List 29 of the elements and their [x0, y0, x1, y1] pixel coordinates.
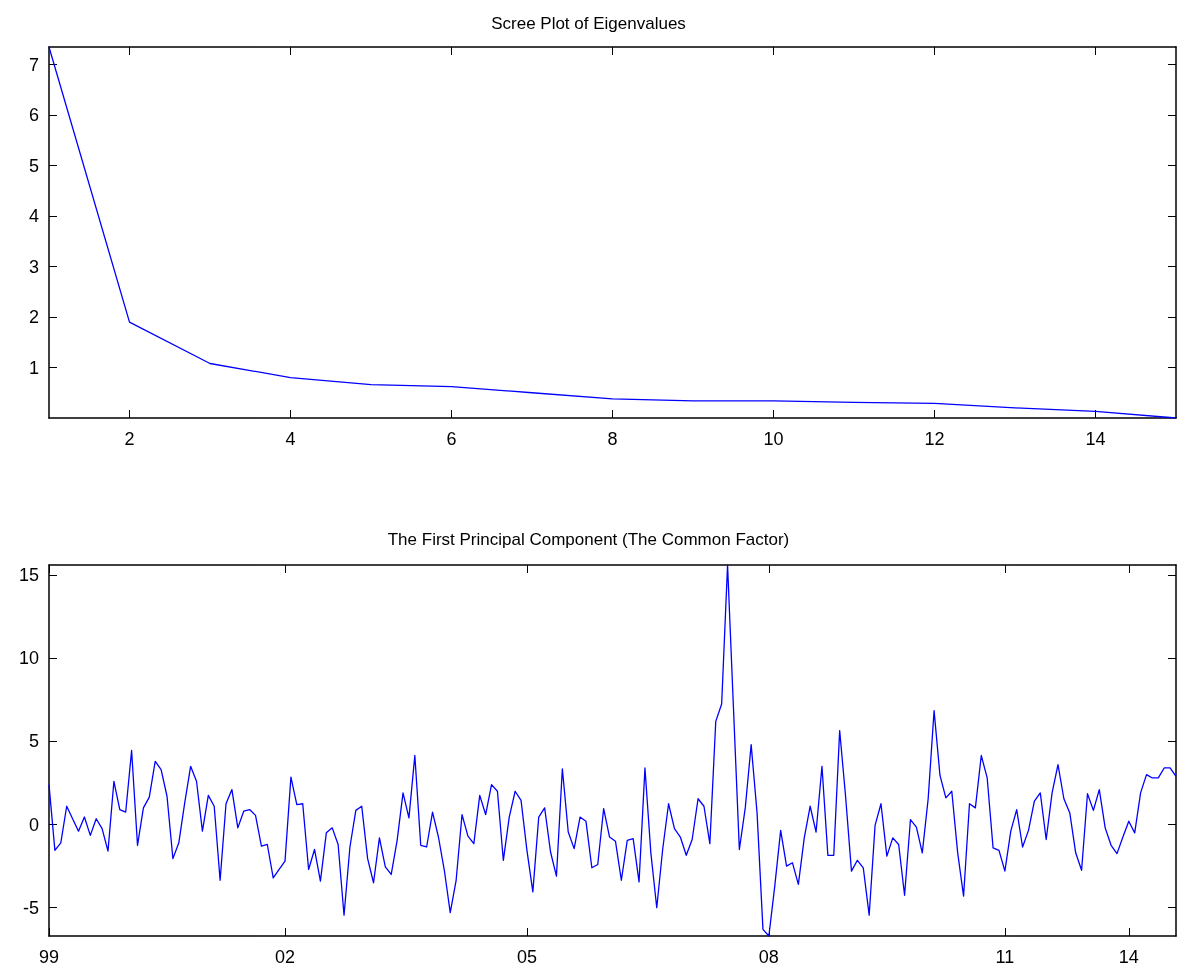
y-tick-label: 2	[28, 307, 39, 328]
y-tick-label: 5	[28, 155, 39, 176]
x-tick-label: 10	[763, 429, 784, 449]
y-tick-label: 1	[28, 357, 39, 378]
y-tick-label: 10	[18, 648, 39, 669]
x-tick-label: 11	[995, 947, 1015, 967]
chart-title: The First Principal Component (The Common Factor)	[387, 530, 790, 549]
x-tick-label: 14	[1085, 429, 1106, 449]
x-tick-label: 14	[1118, 947, 1139, 967]
y-tick-label: 6	[28, 105, 39, 126]
y-tick-label: 3	[28, 256, 39, 277]
x-tick-label: 8	[607, 429, 618, 449]
line-series	[48, 46, 1177, 419]
y-tick-label: 15	[18, 564, 39, 585]
x-tick-label: 6	[446, 429, 457, 449]
y-tick-label: 0	[28, 814, 39, 835]
x-tick-label: 2	[124, 429, 135, 449]
y-tick-label: 7	[28, 54, 39, 75]
line-series	[48, 564, 1177, 937]
x-tick-label: 05	[516, 947, 537, 967]
x-tick-label: 08	[758, 947, 779, 967]
y-tick-label: 4	[28, 206, 39, 227]
y-tick-label: 5	[28, 731, 39, 752]
y-tick-label: -5	[22, 897, 39, 918]
x-tick-label: 99	[38, 947, 60, 967]
x-tick-label: 02	[275, 947, 296, 967]
x-tick-label: 12	[924, 429, 945, 449]
x-tick-label: 4	[285, 429, 296, 449]
chart-title: Scree Plot of Eigenvalues	[491, 14, 686, 33]
